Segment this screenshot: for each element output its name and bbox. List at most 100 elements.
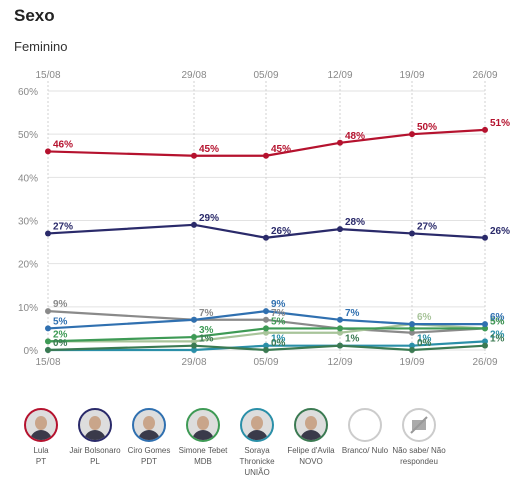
data-point: [337, 226, 343, 233]
data-label: 50%: [417, 122, 437, 133]
chart-subtitle: Feminino: [14, 39, 68, 54]
data-point: [191, 316, 197, 323]
legend-label: Branco/ Nulo: [341, 446, 389, 455]
legend-item[interactable]: Jair Bolsonaro PL: [65, 408, 125, 467]
data-label: 6%: [417, 312, 432, 323]
data-label: 7%: [345, 308, 360, 319]
data-label: 27%: [417, 221, 437, 232]
series-line: [48, 340, 486, 352]
data-label: 28%: [345, 217, 365, 228]
data-label: 7%: [271, 308, 286, 319]
data-point: [409, 342, 415, 349]
series-line: [47, 344, 486, 352]
data-point: [409, 131, 415, 138]
data-point: [191, 221, 197, 228]
data-label: 9%: [53, 299, 68, 310]
x-tick-label-bottom: 05/09: [253, 357, 278, 368]
legend-label: Soraya Thronicke UNIÃO: [239, 446, 275, 477]
legend-item[interactable]: Soraya Thronicke UNIÃO: [227, 408, 287, 478]
data-label: 2%: [53, 329, 68, 340]
data-label: 2%: [490, 329, 505, 340]
candidate-avatar: [78, 408, 112, 442]
data-point: [482, 338, 488, 345]
x-tick-label-top: 05/09: [253, 70, 278, 81]
data-label: 1%: [417, 334, 432, 345]
legend-item[interactable]: Branco/ Nulo: [335, 408, 395, 456]
data-point: [45, 338, 51, 345]
data-label: 5%: [490, 316, 505, 327]
x-tick-label-bottom: 29/08: [181, 357, 206, 368]
data-point: [482, 321, 488, 328]
data-point: [337, 325, 343, 332]
y-tick-label: 10%: [18, 303, 38, 314]
x-tick-label-bottom: 19/09: [399, 357, 424, 368]
data-point: [45, 325, 51, 332]
x-tick-label-bottom: 12/09: [327, 357, 352, 368]
data-label: 45%: [199, 144, 219, 155]
data-label: 26%: [490, 226, 510, 237]
data-label: 1%: [345, 334, 360, 345]
x-tick-label-bottom: 15/08: [35, 357, 60, 368]
legend-item[interactable]: Não sabe/ Não respondeu: [389, 408, 449, 467]
data-label: 5%: [271, 316, 286, 327]
series-line: [47, 310, 486, 334]
x-tick-label-top: 12/09: [327, 70, 352, 81]
data-point: [482, 126, 488, 133]
y-tick-label: 40%: [18, 173, 38, 184]
data-label: 9%: [271, 299, 286, 310]
x-tick-label-bottom: 26/09: [472, 357, 497, 368]
data-label: 1%: [490, 334, 505, 345]
legend-label: Lula PT: [33, 446, 49, 466]
legend-item[interactable]: Lula PT: [11, 408, 71, 467]
data-point: [337, 342, 343, 349]
data-point: [191, 334, 197, 341]
data-label: 0%: [271, 338, 286, 349]
candidate-avatar: [186, 408, 220, 442]
series-line: [47, 310, 485, 330]
data-point: [337, 329, 343, 336]
data-label: 26%: [271, 226, 291, 237]
data-point: [45, 347, 51, 353]
data-label: 48%: [345, 131, 365, 142]
data-label: 29%: [199, 213, 219, 224]
series-line: [47, 223, 486, 239]
legend-label: Simone Tebet MDB: [178, 446, 228, 466]
legend-label: Não sabe/ Não respondeu: [392, 446, 446, 466]
legend: Lula PT Jair Bolsonaro PL Ciro Gomes PDT Simon…: [0, 408, 529, 493]
data-point: [263, 316, 269, 323]
x-tick-label-top: 19/09: [399, 70, 424, 81]
data-point: [263, 329, 269, 336]
blank-icon: [348, 408, 382, 442]
candidate-avatar: [132, 408, 166, 442]
legend-item[interactable]: Ciro Gomes PDT: [119, 408, 179, 467]
y-tick-label: 60%: [18, 87, 38, 98]
data-point: [409, 347, 415, 353]
data-point: [409, 321, 415, 328]
data-label: 0%: [417, 338, 432, 349]
legend-label: Felipe d'Avila NOVO: [287, 446, 335, 466]
line-chart: 0% 10% 20% 30% 40% 50% 60% 15/08 15/08 29/08 29/08…: [18, 70, 510, 368]
data-point: [45, 148, 51, 155]
data-point: [337, 139, 343, 146]
data-point: [409, 329, 415, 336]
series-line: [47, 327, 485, 343]
legend-label: Jair Bolsonaro PL: [69, 446, 121, 466]
candidate-avatar: [294, 408, 328, 442]
data-label: 27%: [53, 221, 73, 232]
legend-label: Ciro Gomes PDT: [127, 446, 171, 466]
data-point: [409, 230, 415, 237]
legend-item[interactable]: Felipe d'Avila NOVO: [281, 408, 341, 467]
data-point: [263, 347, 269, 353]
x-tick-label-top: 26/09: [472, 70, 497, 81]
chart-title: Sexo: [14, 6, 55, 25]
data-label: 46%: [53, 139, 73, 150]
data-label: 1%: [199, 334, 214, 345]
data-point: [191, 342, 197, 349]
data-point: [191, 338, 197, 345]
data-point: [191, 347, 197, 353]
data-point: [263, 234, 269, 241]
data-point: [263, 325, 269, 332]
legend-item[interactable]: Simone Tebet MDB: [173, 408, 233, 467]
y-tick-label: 20%: [18, 260, 38, 271]
y-tick-label: 0%: [24, 346, 39, 357]
